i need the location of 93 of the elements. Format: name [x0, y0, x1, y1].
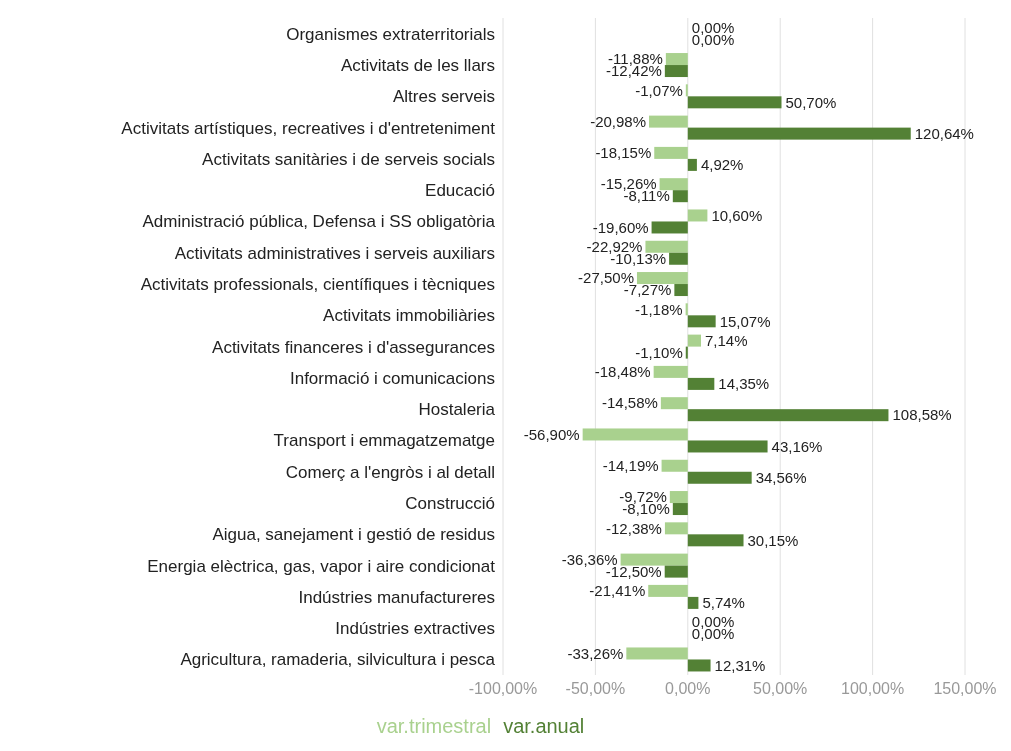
text: var.anual [503, 715, 585, 737]
bar [665, 53, 688, 66]
y-tick-label: Energia elèctrica, gas, vapor i aire condicionat [147, 556, 496, 576]
bar [687, 659, 711, 672]
bar [687, 440, 768, 453]
data-label: 43,16% [771, 437, 823, 455]
data-label: 50,70% [785, 93, 837, 111]
data-label: -18,15% [595, 144, 652, 162]
y-tick-label: Aigua, sanejament i gestió de residus [212, 525, 495, 545]
y-tick-label: Indústries manufactureres [298, 587, 495, 607]
bar [687, 534, 744, 547]
bar [620, 553, 688, 566]
y-tick-label: Organismes extraterritorials [286, 24, 495, 44]
bar [660, 397, 688, 410]
bar [687, 209, 708, 222]
y-tick-label: Comerç a l'engròs i al detall [285, 462, 495, 482]
y-tick-label: Hostaleria [418, 400, 496, 420]
bar [648, 584, 688, 597]
bar [687, 334, 701, 347]
y-tick-label: Altres serveis [392, 87, 495, 107]
data-label: 15,07% [719, 312, 771, 330]
bar [664, 65, 688, 78]
data-label: -1,10% [635, 343, 683, 361]
bar [672, 503, 688, 516]
data-label: -1,07% [635, 81, 683, 99]
bar [651, 221, 688, 234]
y-tick-label: Indústries extractives [335, 619, 495, 639]
x-tick-label: 100,00% [841, 680, 905, 698]
data-label: -18,48% [594, 363, 651, 381]
bar [582, 428, 688, 441]
data-label: 30,15% [747, 531, 799, 549]
bar [653, 365, 688, 378]
data-label: 120,64% [914, 124, 974, 142]
y-tick-label: Activitats immobiliàries [323, 306, 495, 326]
y-tick-label: Agricultura, ramaderia, silvicultura i pesca [180, 650, 496, 670]
y-tick-label: Informació i comunicacions [289, 368, 495, 388]
bar [687, 377, 715, 390]
data-label: -19,60% [592, 218, 649, 236]
y-tick-label: Activitats sanitàries i de serveis socials [202, 149, 495, 169]
bar [659, 178, 688, 191]
y-tick-label: Activitats de les llars [341, 55, 495, 75]
bar [672, 190, 688, 203]
bar [687, 315, 716, 328]
text: var.trimestral [376, 715, 492, 737]
data-label: -20,98% [590, 112, 647, 130]
y-tick-label: Activitats artístiques, recreatives i d'entreteniment [121, 118, 496, 138]
data-label: -56,90% [523, 425, 580, 443]
bar [687, 471, 752, 484]
bar [687, 158, 697, 171]
data-label: 14,35% [718, 375, 770, 393]
bar [685, 346, 688, 359]
data-label: 34,56% [755, 469, 807, 486]
data-label: -14,58% [601, 394, 658, 412]
bar [687, 96, 782, 109]
bar [687, 127, 911, 140]
data-label: -12,38% [606, 519, 662, 537]
data-label: -21,41% [589, 582, 646, 600]
bar [669, 491, 688, 504]
x-tick-label: 150,00% [933, 680, 997, 698]
y-tick-label: Educació [425, 181, 495, 201]
bar [674, 284, 688, 297]
data-label: 5,74% [702, 594, 745, 612]
bar [654, 146, 688, 159]
x-tick-label: 50,00% [753, 680, 808, 698]
bar [669, 252, 688, 265]
bar [661, 459, 688, 472]
y-tick-label: Administració pública, Defensa i SS obligatòria [142, 212, 496, 232]
data-label: 108,58% [892, 406, 952, 424]
bar [664, 522, 688, 535]
data-label: -33,26% [567, 644, 624, 662]
bar [645, 240, 688, 253]
data-label: 7,14% [704, 331, 748, 349]
y-tick-label: Activitats professionals, científiques i tècniques [140, 274, 495, 294]
data-label: -1,18% [635, 300, 683, 318]
data-label: -27,50% [578, 269, 634, 287]
bar [687, 409, 889, 422]
y-tick-label: Construcció [405, 493, 495, 513]
data-label: 4,92% [700, 156, 744, 174]
bar [649, 115, 688, 128]
y-tick-label: Activitats administratives i serveis auxiliars [174, 243, 495, 263]
x-tick-label: 0,00% [665, 680, 711, 698]
bar [636, 272, 688, 285]
bar [664, 565, 688, 578]
bar [685, 303, 688, 316]
bar [687, 596, 699, 609]
y-tick-label: Activitats financeres i d'assegurances [212, 337, 495, 357]
y-tick-label: Transport i emmagatzematge [273, 431, 495, 451]
x-tick-label: -50,00% [565, 680, 626, 698]
data-label: 10,60% [711, 206, 763, 224]
data-label: 12,31% [714, 656, 766, 674]
x-tick-label: -100,00% [468, 680, 538, 698]
data-label: -14,19% [602, 457, 659, 474]
bar [626, 647, 688, 660]
